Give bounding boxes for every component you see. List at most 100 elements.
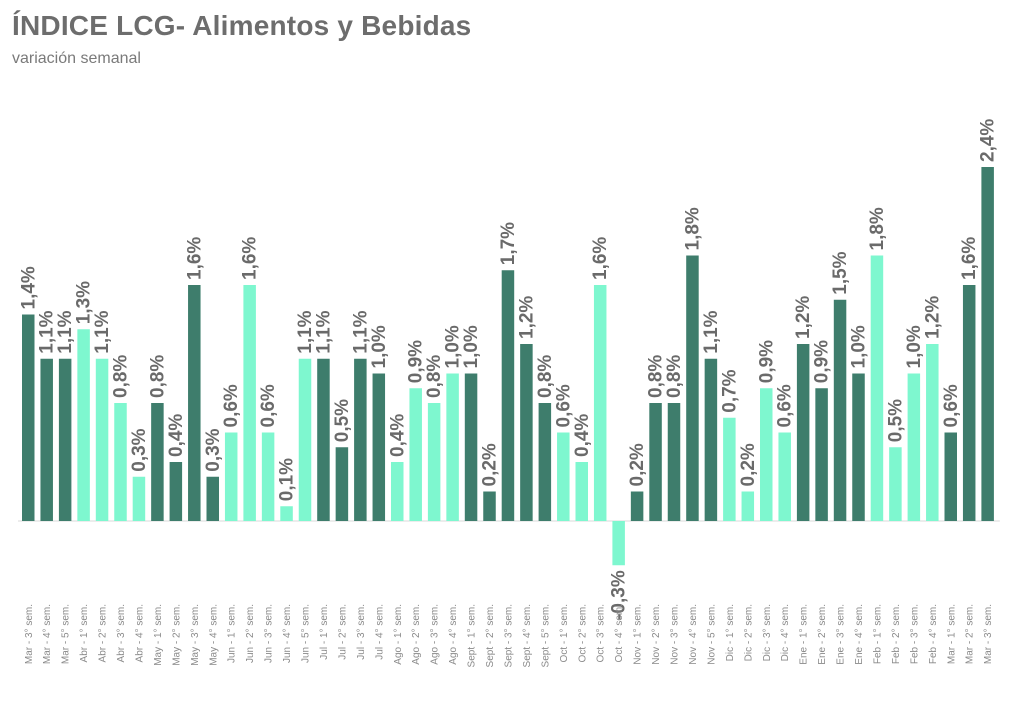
category-label-1: Mar - 4° sem. [42, 604, 53, 664]
value-label-5: 0,8% [111, 355, 132, 398]
bar-15 [298, 358, 312, 521]
value-label-32: -0,3% [609, 570, 630, 620]
value-label-2: 1,1% [55, 310, 76, 353]
category-label-39: Dic - 2° sem. [743, 604, 754, 661]
value-label-42: 1,2% [793, 296, 814, 339]
bar-18 [354, 358, 367, 521]
bar-44 [833, 299, 847, 521]
category-label-42: Ene - 1° sem. [799, 604, 810, 665]
value-label-3: 1,3% [74, 281, 95, 324]
value-label-46: 1,8% [867, 207, 888, 250]
bar-40 [760, 388, 773, 521]
bar-33 [630, 491, 644, 521]
bar-25 [483, 491, 496, 521]
category-label-0: Mar - 3° sem. [24, 604, 35, 664]
value-label-44: 1,5% [830, 251, 851, 294]
value-label-6: 0,3% [129, 428, 150, 471]
category-label-36: Nov - 4° sem. [688, 604, 699, 665]
bar-31 [593, 285, 607, 521]
value-label-39: 0,2% [738, 443, 759, 486]
bar-24 [464, 373, 478, 521]
bar-43 [815, 388, 828, 521]
value-label-11: 0,6% [221, 384, 242, 427]
category-label-28: Sept - 5° sem. [540, 604, 551, 667]
category-label-12: Jun - 2° sem. [245, 604, 256, 663]
bar-34 [649, 403, 662, 521]
category-label-9: May - 3° sem. [190, 604, 201, 666]
bar-0 [22, 314, 35, 521]
value-label-20: 0,4% [387, 414, 408, 457]
category-label-25: Sept - 2° sem. [485, 604, 496, 667]
value-label-48: 1,0% [904, 325, 925, 368]
value-label-24: 1,0% [461, 325, 482, 368]
value-label-37: 1,1% [701, 310, 722, 353]
bar-4 [95, 358, 109, 521]
value-label-17: 0,5% [332, 399, 353, 442]
category-label-10: May - 4° sem. [208, 604, 219, 666]
bar-46 [870, 255, 884, 521]
bar-51 [962, 285, 976, 521]
category-label-45: Ene - 4° sem. [854, 604, 865, 665]
category-label-40: Dic - 3° sem. [762, 604, 773, 661]
category-label-49: Feb - 4° sem. [928, 604, 939, 664]
category-label-51: Mar - 2° sem. [965, 604, 976, 664]
bar-29 [557, 432, 570, 521]
bar-50 [944, 432, 957, 521]
value-label-47: 0,5% [885, 399, 906, 442]
value-label-51: 1,6% [959, 237, 980, 280]
value-label-13: 0,6% [258, 384, 279, 427]
category-label-6: Abr - 4° sem. [134, 604, 145, 662]
value-label-35: 0,8% [664, 355, 685, 398]
bar-20 [391, 462, 404, 521]
value-label-25: 0,2% [480, 443, 501, 486]
category-label-21: Ago - 2° sem. [411, 604, 422, 665]
category-label-52: Mar - 3° sem. [983, 604, 994, 664]
bar-3 [77, 329, 90, 521]
category-label-37: Nov - 5° sem. [706, 604, 717, 665]
category-label-38: Dic - 1° sem. [725, 604, 736, 661]
category-label-20: Ago - 1° sem. [393, 604, 404, 665]
bar-49 [926, 344, 939, 521]
category-label-22: Ago - 3° sem. [430, 604, 441, 665]
value-label-30: 0,4% [572, 414, 593, 457]
category-label-11: Jun - 1° sem. [227, 604, 238, 663]
value-label-19: 1,0% [369, 325, 390, 368]
value-label-14: 0,1% [277, 458, 298, 501]
bar-35 [667, 403, 681, 521]
value-label-21: 0,9% [406, 340, 427, 383]
value-label-40: 0,9% [756, 340, 777, 383]
bar-19 [372, 373, 386, 521]
category-label-44: Ene - 3° sem. [836, 604, 847, 665]
bar-21 [409, 388, 422, 521]
category-label-30: Oct - 2° sem. [577, 604, 588, 662]
category-label-5: Abr - 3° sem. [116, 604, 127, 662]
category-label-48: Feb - 3° sem. [909, 604, 920, 664]
category-label-46: Feb - 1° sem. [872, 604, 883, 664]
category-labels-group: Mar - 3° sem. Mar - 4° sem. Mar - 5° sem. A… [24, 604, 994, 667]
bar-45 [852, 373, 865, 521]
value-label-52: 2,4% [978, 119, 999, 162]
bar-14 [280, 506, 293, 521]
category-label-13: Jun - 3° sem. [264, 604, 275, 663]
value-label-49: 1,2% [922, 296, 943, 339]
category-label-3: Abr - 1° sem. [79, 604, 90, 662]
bar-16 [317, 358, 330, 521]
category-label-17: Jul - 2° sem. [337, 604, 348, 660]
bar-39 [741, 491, 755, 521]
bar-28 [538, 403, 552, 521]
chart-title: ÍNDICE LCG- Alimentos y Bebidas [12, 10, 472, 41]
bar-48 [907, 373, 921, 521]
value-label-10: 0,3% [203, 428, 224, 471]
bar-12 [243, 285, 256, 521]
category-label-47: Feb - 2° sem. [891, 604, 902, 664]
category-label-33: Nov - 1° sem. [633, 604, 644, 665]
value-label-0: 1,4% [18, 266, 39, 309]
bar-11 [224, 432, 238, 521]
bar-1 [40, 358, 53, 521]
category-label-16: Jul - 1° sem. [319, 604, 330, 660]
value-label-23: 1,0% [443, 325, 464, 368]
category-label-43: Ene - 2° sem. [817, 604, 828, 665]
bar-5 [114, 403, 127, 521]
value-label-1: 1,1% [37, 310, 58, 353]
